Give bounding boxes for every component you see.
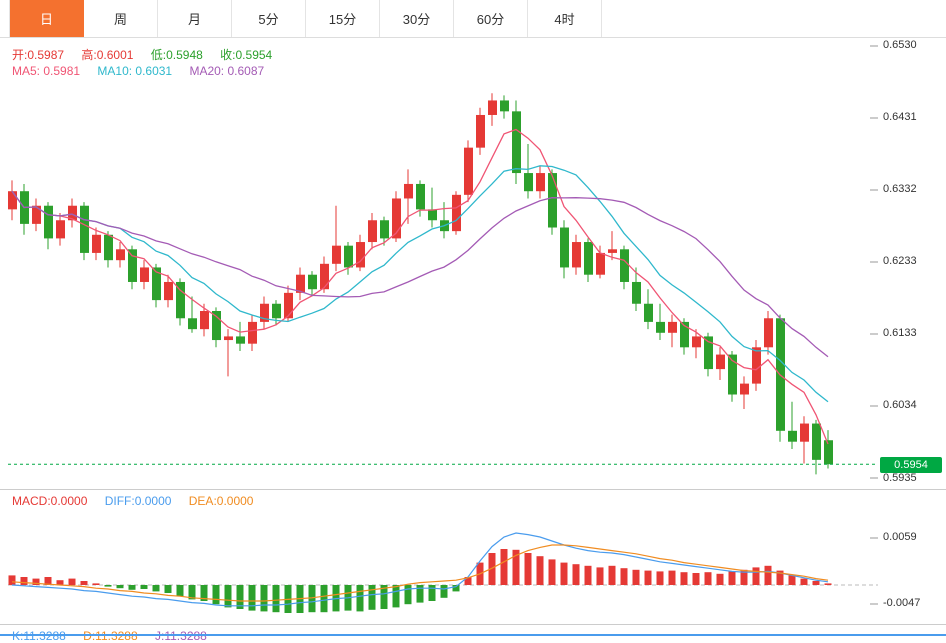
tab-day[interactable]: 日 <box>9 0 84 37</box>
ma20-label: MA20: 0.6087 <box>189 64 265 78</box>
tab-month[interactable]: 月 <box>158 0 232 37</box>
kdj-info: K:11.3288 D:11.3288 J:11.3288 <box>12 629 221 643</box>
price-axis-label: 0.6332 <box>883 183 917 195</box>
tab-30min[interactable]: 30分 <box>380 0 454 37</box>
diff-value: DIFF:0.0000 <box>104 494 172 508</box>
close-value: 收:0.5954 <box>220 48 273 62</box>
low-value: 低:0.5948 <box>150 48 203 62</box>
macd-axis-label-max: 0.0059 <box>883 531 917 543</box>
ohlc-info: 开:0.5987 高:0.6001 低:0.5948 收:0.5954 <box>12 46 286 63</box>
price-axis-label: 0.5935 <box>883 472 917 484</box>
tab-60min[interactable]: 60分 <box>454 0 528 37</box>
ma-lines <box>11 128 829 445</box>
ma5-label: MA5: 0.5981 <box>12 64 81 78</box>
open-value: 开:0.5987 <box>12 48 65 62</box>
tab-week[interactable]: 周 <box>84 0 158 37</box>
price-axis-label: 0.6233 <box>883 255 917 267</box>
current-price-badge: 0.5954 <box>880 457 942 473</box>
price-axis-label: 0.6133 <box>883 327 917 339</box>
macd-axis-label-min: -0.0047 <box>883 597 921 609</box>
macd-value: MACD:0.0000 <box>12 494 88 508</box>
panel-divider <box>0 489 946 490</box>
panel-divider <box>0 624 946 625</box>
j-value: J:11.3288 <box>155 629 207 643</box>
ma10-label: MA10: 0.6031 <box>97 64 173 78</box>
d-value: D:11.3288 <box>83 629 138 643</box>
macd-info: MACD:0.0000 DIFF:0.0000 DEA:0.0000 <box>12 494 267 508</box>
price-axis-label: 0.6431 <box>883 111 917 123</box>
dea-value: DEA:0.0000 <box>188 494 254 508</box>
ma-info: MA5: 0.5981 MA10: 0.6031 MA20: 0.6087 <box>12 64 278 78</box>
macd-lines <box>11 532 829 607</box>
high-value: 高:0.6001 <box>81 48 134 62</box>
tab-4hour[interactable]: 4时 <box>528 0 602 37</box>
candlestick-series <box>8 93 833 475</box>
kdj-k-line <box>0 634 946 636</box>
axis-ticks <box>870 45 878 605</box>
tab-15min[interactable]: 15分 <box>306 0 380 37</box>
k-value: K:11.3288 <box>12 629 66 643</box>
tab-5min[interactable]: 5分 <box>232 0 306 37</box>
timeframe-toolbar: 日 周 月 5分 15分 30分 60分 4时 <box>0 0 946 38</box>
price-axis-label: 0.6530 <box>883 39 917 51</box>
price-axis-label: 0.6034 <box>883 399 917 411</box>
